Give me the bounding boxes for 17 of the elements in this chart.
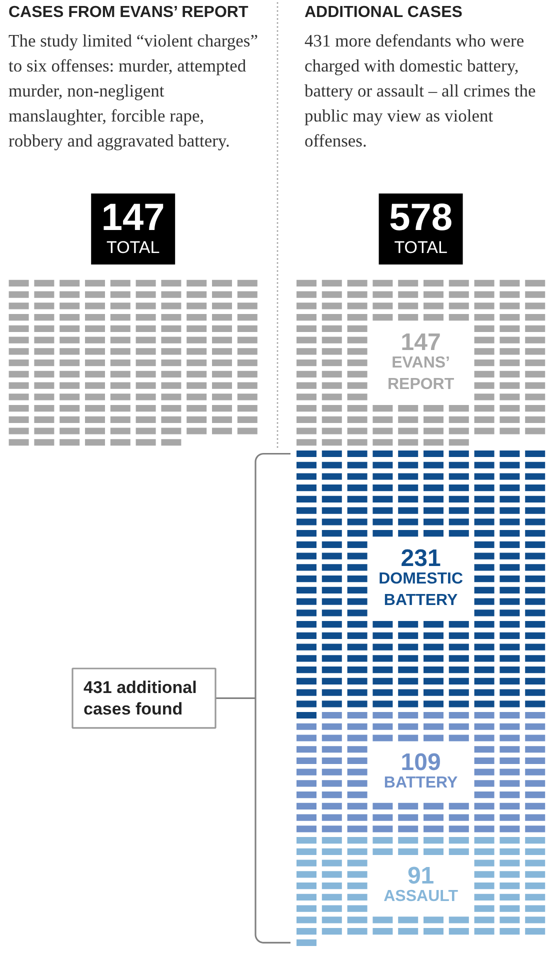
text: TOTAL	[394, 238, 448, 257]
data-label: 147	[101, 197, 165, 239]
text: 431 additional cases found	[84, 678, 197, 719]
category-label: EVANS’ REPORT	[387, 354, 454, 393]
data-label: 109	[400, 748, 441, 776]
text: CASES FROM EVANS’ REPORT	[8, 4, 248, 21]
data-label: 147	[400, 328, 441, 356]
text: ADDITIONAL CASES	[304, 4, 463, 21]
text: TOTAL	[106, 238, 160, 257]
text: 431 more defendants who were charged with domestic battery, battery or assault – all crimes the public may view as violent offenses.	[304, 30, 536, 150]
category-label: BATTERY	[384, 774, 458, 792]
data-label: 231	[400, 544, 441, 572]
category-label: ASSAULT	[384, 888, 458, 906]
text: 578	[389, 197, 453, 239]
text: The study limited “violent charges” to six offenses: murder, attempted murder, non-negligent manslaughter, forcible rape, robbery and aggravated battery.	[8, 30, 258, 150]
category-label: DOMESTIC BATTERY	[378, 570, 464, 609]
data-label: 91	[407, 862, 434, 890]
